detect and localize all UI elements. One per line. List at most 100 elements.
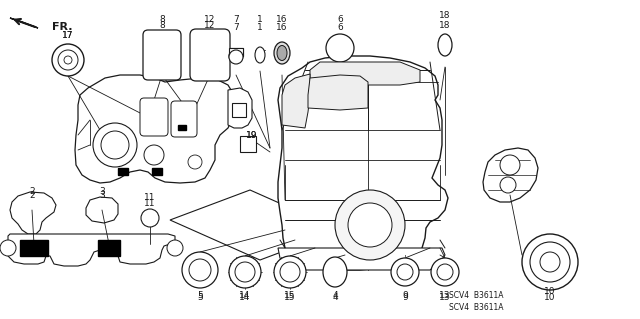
Ellipse shape (323, 257, 347, 287)
Circle shape (431, 258, 459, 286)
Circle shape (274, 256, 306, 288)
Text: 19: 19 (246, 130, 258, 139)
Text: 17: 17 (62, 31, 74, 40)
Text: 18: 18 (439, 20, 451, 29)
Circle shape (0, 240, 16, 256)
Text: 2: 2 (29, 188, 35, 197)
Text: 8: 8 (159, 16, 165, 25)
Ellipse shape (255, 47, 265, 63)
Bar (178, 125, 186, 130)
Circle shape (348, 203, 392, 247)
Polygon shape (75, 75, 234, 183)
Polygon shape (308, 75, 368, 110)
Text: 5: 5 (197, 291, 203, 300)
Ellipse shape (274, 42, 290, 64)
Text: 14: 14 (239, 293, 251, 302)
Circle shape (167, 240, 183, 256)
FancyBboxPatch shape (240, 136, 256, 152)
Text: 12: 12 (204, 16, 216, 25)
Circle shape (235, 262, 255, 282)
Circle shape (64, 56, 72, 64)
Text: 4: 4 (332, 293, 338, 302)
Polygon shape (170, 190, 340, 260)
Circle shape (182, 252, 218, 288)
Circle shape (500, 177, 516, 193)
Circle shape (335, 190, 405, 260)
Bar (20, 240, 48, 256)
Bar (118, 168, 128, 175)
Polygon shape (310, 62, 420, 85)
Text: 13: 13 (439, 291, 451, 300)
Text: 8: 8 (159, 20, 165, 29)
Text: 19: 19 (246, 130, 258, 139)
FancyBboxPatch shape (190, 29, 230, 81)
Circle shape (101, 131, 129, 159)
Text: 14: 14 (239, 291, 251, 300)
Circle shape (540, 252, 560, 272)
Text: 4: 4 (332, 291, 338, 300)
Text: 1: 1 (257, 24, 263, 33)
Text: 10: 10 (544, 293, 556, 302)
Text: 2: 2 (29, 191, 35, 201)
Polygon shape (278, 56, 448, 270)
FancyBboxPatch shape (140, 98, 168, 136)
Polygon shape (10, 18, 38, 28)
Text: 16: 16 (276, 16, 288, 25)
Text: 7: 7 (233, 24, 239, 33)
Circle shape (141, 209, 159, 227)
Text: SCV4  B3611A: SCV4 B3611A (449, 291, 503, 300)
Text: 9: 9 (402, 291, 408, 300)
Circle shape (229, 49, 243, 63)
Text: 6: 6 (337, 24, 343, 33)
Circle shape (189, 259, 211, 281)
Ellipse shape (438, 34, 452, 56)
Text: 11: 11 (144, 198, 156, 207)
Polygon shape (483, 148, 538, 202)
Text: 3: 3 (99, 188, 105, 197)
FancyBboxPatch shape (143, 30, 181, 80)
FancyBboxPatch shape (229, 48, 243, 56)
Polygon shape (86, 197, 118, 223)
Circle shape (188, 155, 202, 169)
Text: 7: 7 (233, 16, 239, 25)
Polygon shape (8, 234, 175, 266)
Circle shape (391, 258, 419, 286)
Text: 18: 18 (439, 11, 451, 19)
Bar (152, 168, 162, 175)
Text: 16: 16 (276, 24, 288, 33)
Text: FR.: FR. (52, 22, 72, 32)
FancyBboxPatch shape (171, 101, 197, 137)
Text: 1: 1 (257, 16, 263, 25)
Circle shape (58, 50, 78, 70)
Polygon shape (278, 248, 445, 270)
Text: 17: 17 (62, 31, 74, 40)
FancyBboxPatch shape (232, 103, 246, 117)
Circle shape (326, 34, 354, 62)
Text: 3: 3 (99, 191, 105, 201)
Text: 9: 9 (402, 293, 408, 302)
Text: SCV4  B3611A: SCV4 B3611A (449, 303, 503, 313)
Text: 11: 11 (144, 194, 156, 203)
Text: 5: 5 (197, 293, 203, 302)
Text: 6: 6 (337, 16, 343, 25)
Text: 15: 15 (284, 291, 296, 300)
Bar (98, 240, 120, 256)
Polygon shape (228, 88, 252, 128)
Circle shape (522, 234, 578, 290)
Text: 10: 10 (544, 287, 556, 296)
Circle shape (500, 155, 520, 175)
Ellipse shape (277, 46, 287, 61)
Circle shape (52, 44, 84, 76)
Circle shape (93, 123, 137, 167)
Circle shape (229, 50, 243, 64)
Polygon shape (10, 192, 56, 234)
Text: 15: 15 (284, 293, 296, 302)
Text: 13: 13 (439, 293, 451, 302)
Circle shape (280, 262, 300, 282)
Circle shape (229, 256, 261, 288)
Circle shape (530, 242, 570, 282)
Text: 12: 12 (204, 20, 216, 29)
Circle shape (437, 264, 453, 280)
Circle shape (144, 145, 164, 165)
Polygon shape (282, 74, 310, 128)
